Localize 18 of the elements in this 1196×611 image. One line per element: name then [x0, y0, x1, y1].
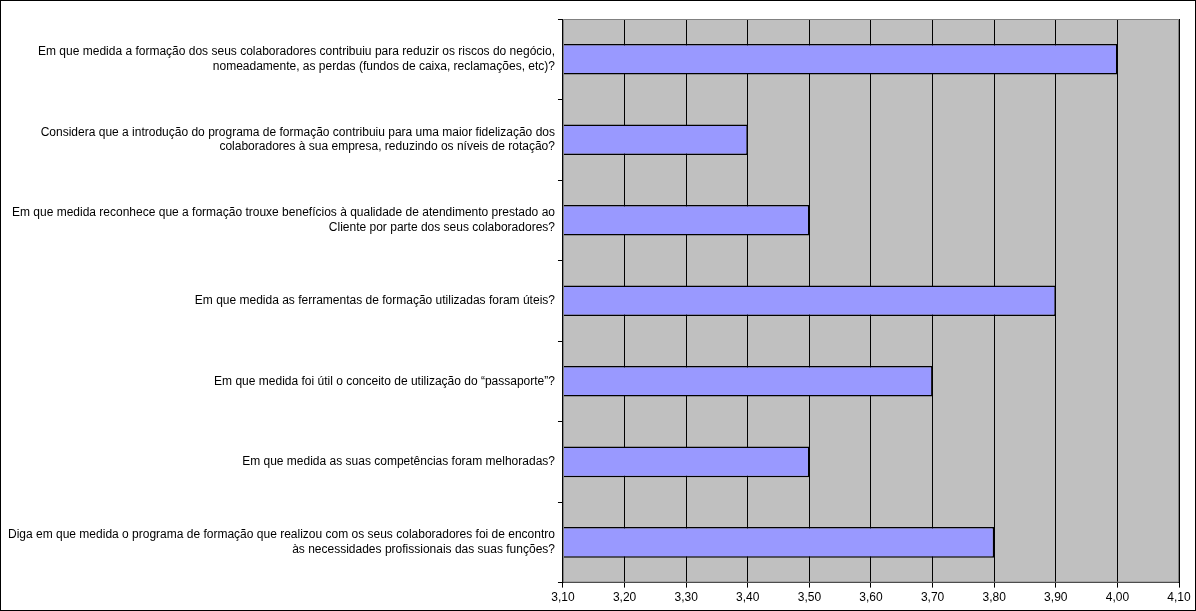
y-tick-label: Em que medida a formação dos seus colaboradores contribuiu para reduzir os riscos do negócio, nomeadamente, as perdas (fundos de caixa, reclamações, etc)? [38, 44, 556, 73]
x-tick-label: 3,30 [674, 590, 699, 605]
x-tick-label: 3,10 [551, 590, 575, 605]
x-tick-label: 3,60 [859, 590, 883, 605]
y-tick-label: Considera que a introdução do programa de formação contribuiu para uma maior fidelização dos colaboradores à sua empresa, reduzindo os níveis de rotação? [40, 124, 556, 154]
y-tick-label: Em que medida reconhece que a formação trouxe benefícios à qualidade de atendimento prestado ao Cliente por parte dos seus colaboradores? [11, 205, 556, 234]
x-tick-label: 3,70 [920, 590, 945, 605]
x-tick-label: 4,00 [1105, 590, 1130, 605]
x-tick-label: 3,80 [982, 590, 1007, 605]
x-tick-label: 3,20 [612, 590, 637, 605]
y-tick-label: Diga em que medida o programa de formação que realizou com os seus colaboradores foi de encontro às necessidades profissionais das suas funções? [7, 527, 556, 556]
y-tick-label: Em que medida as ferramentas de formação utilizadas foram úteis? [194, 293, 556, 308]
x-tick-label: 4,10 [1167, 590, 1191, 605]
y-tick-label: Em que medida as suas competências foram melhoradas? [242, 454, 556, 469]
x-tick-label: 3,90 [1044, 590, 1068, 605]
x-tick-label: 3,50 [797, 590, 822, 605]
x-tick-label: 3,40 [736, 590, 760, 605]
y-tick-label: Em que medida foi útil o conceito de utilização do “passaporte”? [214, 373, 556, 388]
